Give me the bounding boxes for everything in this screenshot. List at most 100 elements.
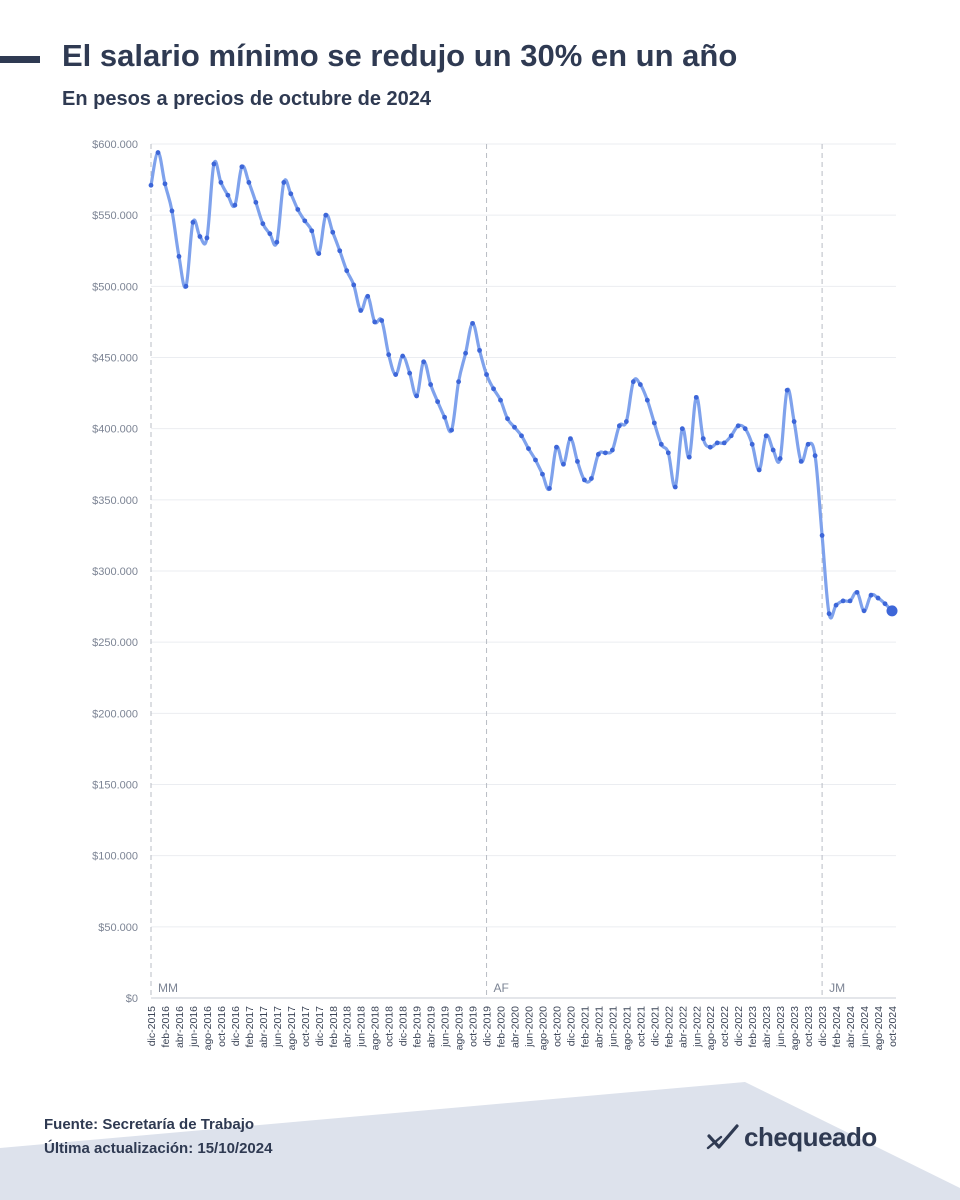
x-tick-label: oct-2016	[216, 1006, 228, 1047]
x-tick-label: feb-2018	[328, 1006, 340, 1048]
x-tick-label: feb-2022	[663, 1006, 675, 1048]
y-tick-label: $500.000	[92, 281, 138, 293]
data-point	[651, 420, 657, 426]
accent-bar	[0, 56, 40, 63]
data-point	[791, 419, 797, 424]
x-tick-label: feb-2024	[831, 1006, 843, 1048]
x-tick-label: dic-2020	[565, 1006, 577, 1046]
chart-title: El salario mínimo se redujo un 30% en un…	[62, 38, 738, 73]
data-point	[798, 459, 804, 464]
x-tick-label: dic-2022	[733, 1006, 745, 1046]
data-point	[707, 444, 713, 450]
data-point	[756, 467, 762, 473]
chequeado-logo: chequeado	[706, 1120, 877, 1154]
data-point	[742, 426, 748, 432]
data-point	[812, 453, 818, 459]
data-point	[274, 239, 280, 245]
data-point	[693, 394, 699, 400]
x-tick-label: ago-2020	[537, 1006, 549, 1051]
data-point	[428, 382, 434, 387]
source-text: Fuente: Secretaría de Trabajo	[44, 1116, 255, 1133]
x-tick-label: oct-2024	[887, 1006, 899, 1047]
period-label: AF	[494, 981, 509, 995]
data-point	[351, 282, 357, 288]
x-tick-label: abr-2018	[342, 1006, 354, 1048]
data-point	[484, 372, 489, 377]
data-point	[512, 424, 517, 430]
data-point	[197, 234, 203, 239]
data-point	[330, 229, 336, 235]
data-point	[295, 207, 301, 212]
x-tick-label: feb-2019	[412, 1006, 424, 1048]
data-point	[225, 192, 231, 198]
data-point	[316, 251, 322, 256]
data-point	[679, 426, 685, 432]
x-tick-label: dic-2016	[230, 1006, 242, 1046]
data-point	[595, 451, 601, 457]
data-point	[218, 180, 224, 185]
x-tick-label: abr-2022	[677, 1006, 689, 1048]
x-tick-label: ago-2024	[873, 1006, 885, 1051]
data-point	[267, 231, 273, 237]
x-tick-label: oct-2018	[384, 1006, 396, 1047]
data-point	[749, 441, 755, 447]
x-tick-label: oct-2017	[300, 1006, 312, 1047]
data-point	[868, 592, 874, 598]
x-tick-label: dic-2018	[398, 1006, 410, 1046]
data-point	[253, 199, 259, 205]
x-tick-label: abr-2020	[510, 1006, 522, 1048]
x-tick-label: dic-2015	[146, 1006, 158, 1046]
data-point	[421, 359, 427, 365]
data-point	[148, 182, 154, 188]
x-tick-label: abr-2021	[593, 1006, 605, 1048]
x-tick-label: feb-2023	[747, 1006, 759, 1048]
data-point	[819, 533, 825, 538]
check-mark-icon	[706, 1124, 739, 1150]
x-tick-label: jun-2018	[356, 1006, 368, 1048]
x-tick-label: oct-2020	[551, 1006, 563, 1047]
data-point	[463, 350, 468, 356]
data-point	[721, 440, 727, 446]
y-tick-label: $150.000	[92, 780, 138, 792]
data-point	[470, 320, 475, 326]
y-tick-label: $450.000	[92, 353, 138, 365]
data-point	[477, 347, 482, 353]
data-point	[519, 433, 524, 439]
data-point	[575, 459, 580, 464]
x-tick-label: abr-2019	[426, 1006, 438, 1048]
data-point	[582, 477, 587, 483]
data-point	[665, 450, 671, 456]
data-point	[561, 461, 566, 467]
x-tick-label: jun-2016	[188, 1006, 200, 1048]
data-point	[700, 436, 706, 442]
x-tick-label: jun-2022	[691, 1006, 703, 1048]
x-tick-label: feb-2021	[579, 1006, 591, 1048]
chart-subtitle: En pesos a precios de octubre de 2024	[62, 88, 432, 110]
y-tick-label: $350.000	[92, 495, 138, 507]
footer-band	[0, 1082, 960, 1200]
data-point	[854, 589, 860, 595]
y-tick-label: $200.000	[92, 708, 138, 720]
line-chart: $0 $50.000 $100.000 $150.000 $200.000 $250.00…	[92, 139, 899, 1051]
data-point	[246, 180, 252, 185]
data-point	[770, 447, 776, 453]
data-point	[861, 608, 867, 614]
data-point	[616, 423, 622, 429]
y-tick-label: $300.000	[92, 566, 138, 578]
data-point	[211, 161, 217, 167]
x-tick-label: abr-2023	[761, 1006, 773, 1048]
data-point	[526, 446, 531, 451]
x-tick-label: feb-2016	[160, 1006, 172, 1048]
data-point	[183, 283, 189, 289]
x-tick-label: ago-2023	[789, 1006, 801, 1051]
x-tick-label: ago-2019	[454, 1006, 466, 1051]
x-tick-label: oct-2021	[635, 1006, 647, 1047]
data-point	[337, 248, 343, 254]
data-point	[176, 254, 182, 259]
data-point	[435, 399, 441, 405]
data-point	[833, 602, 839, 608]
data-point	[672, 484, 678, 490]
data-point	[875, 595, 881, 601]
data-point	[442, 414, 448, 420]
data-point	[658, 441, 664, 447]
